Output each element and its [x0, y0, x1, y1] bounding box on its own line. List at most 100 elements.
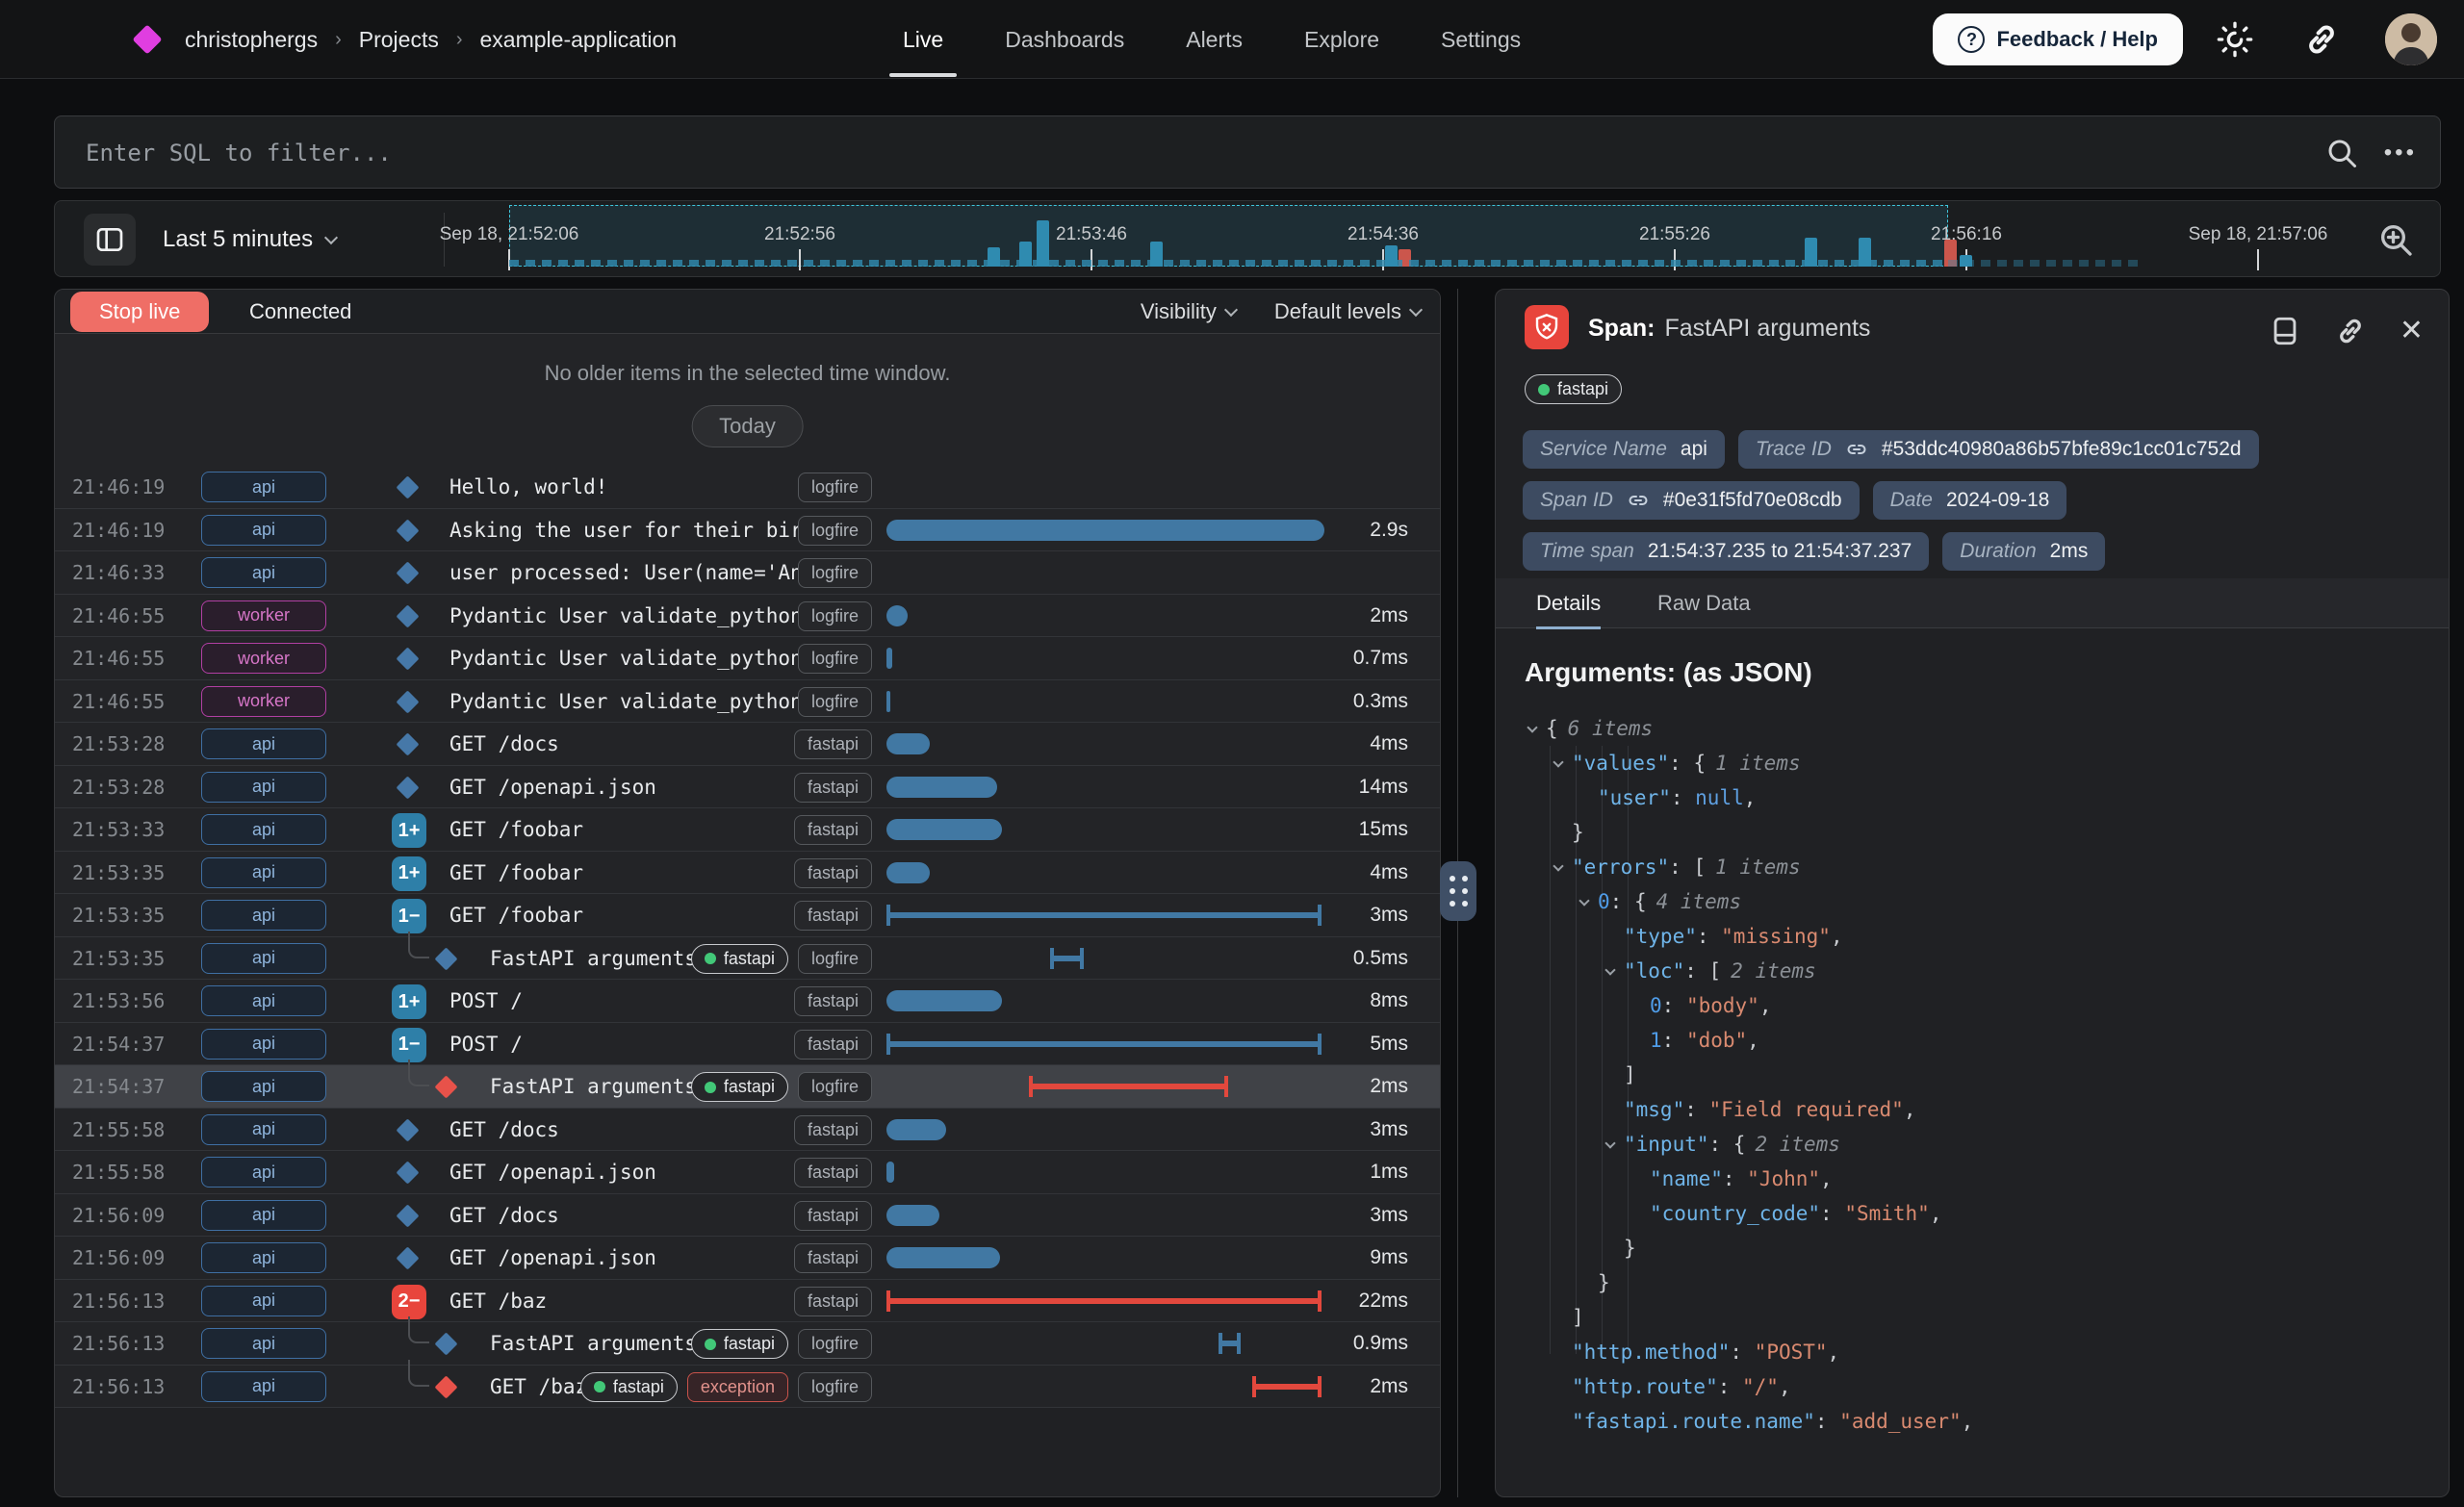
tab-explore[interactable]: Explore [1304, 26, 1380, 52]
tag-pill-fastapi[interactable]: fastapi [793, 986, 872, 1016]
trace-row[interactable]: 21:56:09 api GET /docs fastapi 3ms [55, 1194, 1440, 1237]
tag-pill-exception[interactable]: exception [686, 1371, 788, 1402]
trace-row[interactable]: 21:53:35 api 1+ GET /foobar fastapi 4ms [55, 852, 1440, 894]
service-badge-api[interactable]: api [201, 1370, 326, 1402]
trace-row[interactable]: 21:55:58 api GET /docs fastapi 3ms [55, 1109, 1440, 1151]
span-chip-date[interactable]: Date 2024-09-18 [1872, 481, 2067, 520]
tag-pill-logfire[interactable]: logfire [797, 644, 872, 674]
tag-pill-fastapi[interactable]: fastapi [793, 1158, 872, 1188]
service-badge-worker[interactable]: worker [201, 643, 326, 674]
tag-pill-fastapi[interactable]: fastapi [793, 729, 872, 759]
theme-toggle-icon[interactable] [2216, 20, 2254, 59]
service-badge-api[interactable]: api [201, 1285, 326, 1316]
tag-pill-fastapi[interactable]: fastapi [793, 901, 872, 931]
tag-pill-logfire[interactable]: logfire [797, 1072, 872, 1102]
service-badge-api[interactable]: api [201, 771, 326, 803]
tag-pill-fastapi[interactable]: fastapi [793, 815, 872, 845]
tab-alerts[interactable]: Alerts [1186, 26, 1244, 52]
trace-row[interactable]: 21:53:28 api GET /openapi.json fastapi 14ms [55, 766, 1440, 808]
share-link-icon[interactable] [2302, 20, 2341, 59]
tag-pill-logfire[interactable]: logfire [797, 686, 872, 717]
service-badge-api[interactable]: api [201, 1157, 326, 1188]
close-icon[interactable]: ✕ [2399, 315, 2424, 346]
tab-dashboards[interactable]: Dashboards [1005, 26, 1125, 52]
span-chip-service-name[interactable]: Service Name api [1523, 430, 1725, 469]
service-badge-api[interactable]: api [201, 472, 326, 502]
trace-row[interactable]: 21:46:55 worker Pydantic User validate_pyt… [55, 637, 1440, 680]
service-badge-api[interactable]: api [201, 1113, 326, 1145]
collapse-badge[interactable]: 1− [392, 899, 426, 933]
span-chip-span-id[interactable]: Span ID #0e31f5fd70e08cdb [1523, 481, 1860, 520]
collapse-badge[interactable]: 1− [392, 1027, 426, 1062]
trace-row[interactable]: 21:56:13 api 2− GET /baz fastapi 22ms [55, 1280, 1440, 1322]
span-chip-trace-id[interactable]: Trace ID #53ddc40980a86b57bfe89c1cc01c752… [1737, 430, 2259, 469]
span-chip-duration[interactable]: Duration 2ms [1942, 532, 2106, 571]
tag-pill-fastapi[interactable]: fastapi [579, 1371, 678, 1402]
tag-pill-logfire[interactable]: logfire [797, 473, 872, 502]
user-avatar[interactable] [2385, 13, 2437, 65]
service-badge-api[interactable]: api [201, 814, 326, 845]
panel-resize-handle[interactable] [1440, 861, 1476, 921]
trace-row[interactable]: 21:46:55 worker Pydantic User validate_pyt… [55, 595, 1440, 637]
trace-row[interactable]: 21:46:33 api user processed: User(name='An… [55, 551, 1440, 595]
trace-row[interactable]: 21:55:58 api GET /openapi.json fastapi 1ms [55, 1151, 1440, 1194]
service-tag[interactable]: fastapi [1525, 374, 1623, 404]
tag-pill-logfire[interactable]: logfire [797, 1329, 872, 1359]
trace-row[interactable]: 21:53:28 api GET /docs fastapi 4ms [55, 723, 1440, 766]
collapse-badge[interactable]: 1+ [392, 813, 426, 848]
tag-pill-logfire[interactable]: logfire [797, 1371, 872, 1402]
service-badge-api[interactable]: api [201, 557, 326, 588]
logfire-logo-icon[interactable] [132, 24, 163, 55]
service-badge-worker[interactable]: worker [201, 600, 326, 631]
tab-live[interactable]: Live [888, 0, 958, 79]
service-badge-api[interactable]: api [201, 856, 326, 888]
breadcrumb-app[interactable]: example-application [479, 26, 678, 52]
chevron-down-icon[interactable] [1527, 722, 1538, 733]
tab-settings[interactable]: Settings [1441, 26, 1522, 52]
zoom-in-icon[interactable] [2376, 220, 2415, 259]
tag-pill-logfire[interactable]: logfire [797, 558, 872, 588]
trace-row[interactable]: 21:53:35 api 1− GET /foobar fastapi 3ms [55, 894, 1440, 937]
timeline-selection[interactable] [509, 205, 1948, 267]
tag-pill-logfire[interactable]: logfire [797, 515, 872, 546]
service-badge-api[interactable]: api [201, 1328, 326, 1359]
trace-row[interactable]: 21:56:13 api GET /baz (fo fastapi exception l… [55, 1359, 1440, 1408]
tag-pill-logfire[interactable]: logfire [797, 943, 872, 974]
trace-row[interactable]: 21:53:56 api 1+ POST / fastapi 8ms [55, 980, 1440, 1023]
tag-pill-fastapi[interactable]: fastapi [690, 943, 788, 974]
dock-panel-icon[interactable] [2269, 315, 2301, 347]
service-badge-api[interactable]: api [201, 728, 326, 759]
chevron-down-icon[interactable] [1604, 1137, 1616, 1149]
tag-pill-logfire[interactable]: logfire [797, 600, 872, 631]
service-badge-api[interactable]: api [201, 942, 326, 974]
service-badge-api[interactable]: api [201, 1028, 326, 1060]
service-badge-api[interactable]: api [201, 900, 326, 931]
panel-toggle-button[interactable] [84, 214, 136, 266]
collapse-badge[interactable]: 1+ [392, 856, 426, 891]
span-chip-time-span[interactable]: Time span 21:54:37.235 to 21:54:37.237 [1523, 532, 1930, 571]
trace-row[interactable]: 21:46:55 worker Pydantic User validate_pyt… [55, 680, 1440, 723]
tag-pill-fastapi[interactable]: fastapi [793, 1029, 872, 1060]
today-button[interactable]: Today [691, 405, 804, 447]
trace-row[interactable]: 21:46:19 api Hello, world! logfire [55, 466, 1440, 509]
trace-row[interactable]: 21:53:35 api FastAPI arguments fastapi logfi… [55, 931, 1440, 980]
service-badge-api[interactable]: api [201, 985, 326, 1016]
tag-pill-fastapi[interactable]: fastapi [793, 857, 872, 888]
tag-pill-fastapi[interactable]: fastapi [793, 772, 872, 803]
collapse-badge[interactable]: 2− [392, 1284, 426, 1319]
search-icon[interactable] [2324, 136, 2359, 170]
service-badge-worker[interactable]: worker [201, 685, 326, 717]
tag-pill-fastapi[interactable]: fastapi [793, 1286, 872, 1316]
stop-live-button[interactable]: Stop live [70, 292, 210, 332]
trace-row[interactable]: 21:56:13 api FastAPI arguments fastapi logfi… [55, 1316, 1440, 1366]
tag-pill-fastapi[interactable]: fastapi [690, 1072, 788, 1102]
more-options-icon[interactable]: ••• [2383, 140, 2417, 166]
trace-row[interactable]: 21:54:37 api FastAPI arguments fastapi logfi… [55, 1060, 1440, 1109]
tag-pill-fastapi[interactable]: fastapi [793, 1243, 872, 1273]
chevron-down-icon[interactable] [1604, 964, 1616, 976]
trace-row[interactable]: 21:53:33 api 1+ GET /foobar fastapi 15ms [55, 808, 1440, 852]
sql-filter-bar[interactable]: Enter SQL to filter... ••• [54, 115, 2441, 189]
breadcrumb-projects[interactable]: Projects [358, 26, 439, 52]
breadcrumb-org[interactable]: christophergs [185, 26, 319, 52]
time-range-dropdown[interactable]: Last 5 minutes [163, 201, 339, 278]
